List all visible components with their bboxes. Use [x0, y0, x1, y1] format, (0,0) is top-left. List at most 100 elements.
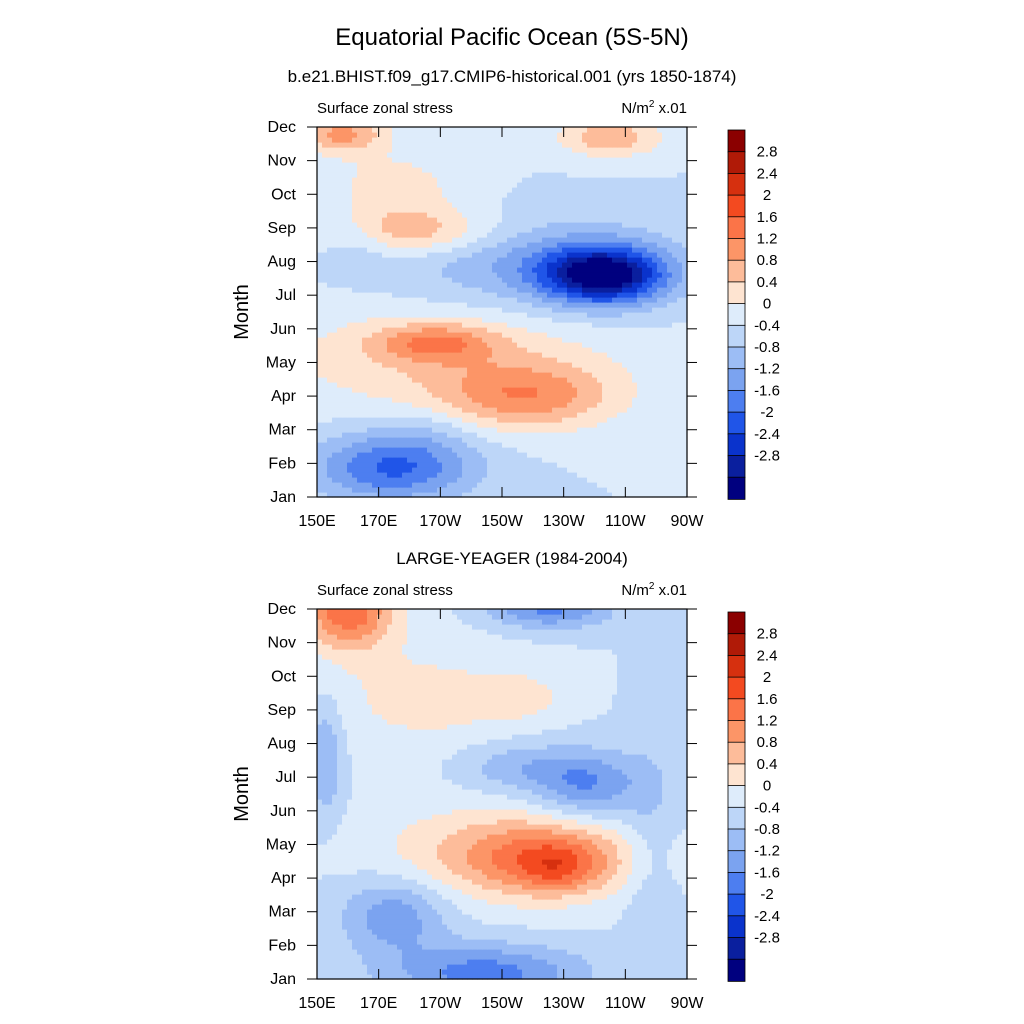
field-cell: [422, 317, 428, 323]
field-cell: [602, 367, 608, 373]
field-cell: [447, 167, 453, 173]
field-cell: [667, 272, 673, 278]
field-cell: [357, 247, 363, 253]
field-cell: [342, 237, 348, 243]
field-cell: [462, 402, 468, 408]
field-cell: [457, 447, 463, 453]
field-cell: [327, 452, 333, 458]
field-cell: [407, 377, 413, 383]
field-cell: [367, 262, 373, 268]
field-cell: [437, 322, 443, 328]
field-cell: [472, 257, 478, 263]
field-cell: [607, 247, 613, 253]
field-cell: [627, 467, 633, 473]
field-cell: [322, 472, 328, 478]
field-cell: [492, 267, 498, 273]
field-cell: [637, 477, 643, 483]
field-cell: [342, 367, 348, 373]
field-cell: [397, 442, 403, 448]
field-cell: [652, 322, 658, 328]
field-cell: [672, 372, 678, 378]
field-cell: [427, 292, 433, 298]
field-cell: [442, 257, 448, 263]
field-cell: [552, 392, 558, 398]
field-cell: [607, 487, 613, 493]
field-cell: [497, 257, 503, 263]
field-cell: [362, 317, 368, 323]
field-cell: [392, 392, 398, 398]
field-cell: [347, 212, 353, 218]
field-cell: [577, 447, 583, 453]
field-cell: [417, 332, 423, 338]
field-cell: [672, 292, 678, 298]
field-cell: [487, 462, 493, 468]
field-cell: [502, 397, 508, 403]
field-cell: [652, 212, 658, 218]
field-cell: [587, 377, 593, 383]
field-cell: [442, 212, 448, 218]
field-cell: [512, 327, 518, 333]
field-cell: [357, 412, 363, 418]
field-cell: [652, 187, 658, 193]
field-cell: [582, 162, 588, 168]
field-cell: [647, 367, 653, 373]
field-cell: [367, 252, 373, 258]
field-cell: [362, 167, 368, 173]
field-cell: [337, 262, 343, 268]
field-cell: [512, 352, 518, 358]
field-cell: [517, 287, 523, 293]
field-cell: [512, 342, 518, 348]
field-cell: [562, 427, 568, 433]
field-cell: [507, 282, 513, 288]
field-cell: [532, 227, 538, 233]
field-cell: [482, 182, 488, 188]
field-cell: [417, 217, 423, 223]
field-cell: [507, 182, 513, 188]
field-cell: [567, 352, 573, 358]
field-cell: [322, 257, 328, 263]
field-cell: [602, 477, 608, 483]
field-cell: [622, 227, 628, 233]
field-cell: [537, 252, 543, 258]
field-cell: [317, 387, 323, 393]
field-cell: [542, 277, 548, 283]
field-cell: [422, 337, 428, 343]
field-cell: [592, 482, 598, 488]
field-cell: [527, 442, 533, 448]
field-cell: [457, 307, 463, 313]
field-cell: [412, 322, 418, 328]
field-cell: [557, 217, 563, 223]
field-cell: [612, 472, 618, 478]
field-cell: [432, 437, 438, 443]
field-cell: [452, 367, 458, 373]
field-cell: [337, 472, 343, 478]
field-cell: [432, 282, 438, 288]
field-cell: [522, 162, 528, 168]
field-cell: [432, 342, 438, 348]
field-cell: [677, 207, 683, 213]
field-cell: [387, 452, 393, 458]
field-cell: [507, 302, 513, 308]
field-cell: [492, 192, 498, 198]
field-cell: [387, 217, 393, 223]
field-cell: [542, 162, 548, 168]
field-cell: [352, 377, 358, 383]
field-cell: [367, 332, 373, 338]
field-cell: [372, 237, 378, 243]
field-cell: [672, 277, 678, 283]
field-cell: [402, 312, 408, 318]
field-cell: [617, 237, 623, 243]
field-cell: [392, 442, 398, 448]
field-cell: [337, 447, 343, 453]
field-cell: [467, 332, 473, 338]
field-cell: [592, 292, 598, 298]
field-cell: [577, 187, 583, 193]
field-cell: [402, 447, 408, 453]
field-cell: [562, 162, 568, 168]
field-cell: [547, 302, 553, 308]
field-cell: [522, 407, 528, 413]
field-cell: [382, 392, 388, 398]
field-cell: [427, 192, 433, 198]
field-cell: [582, 202, 588, 208]
field-cell: [357, 487, 363, 493]
